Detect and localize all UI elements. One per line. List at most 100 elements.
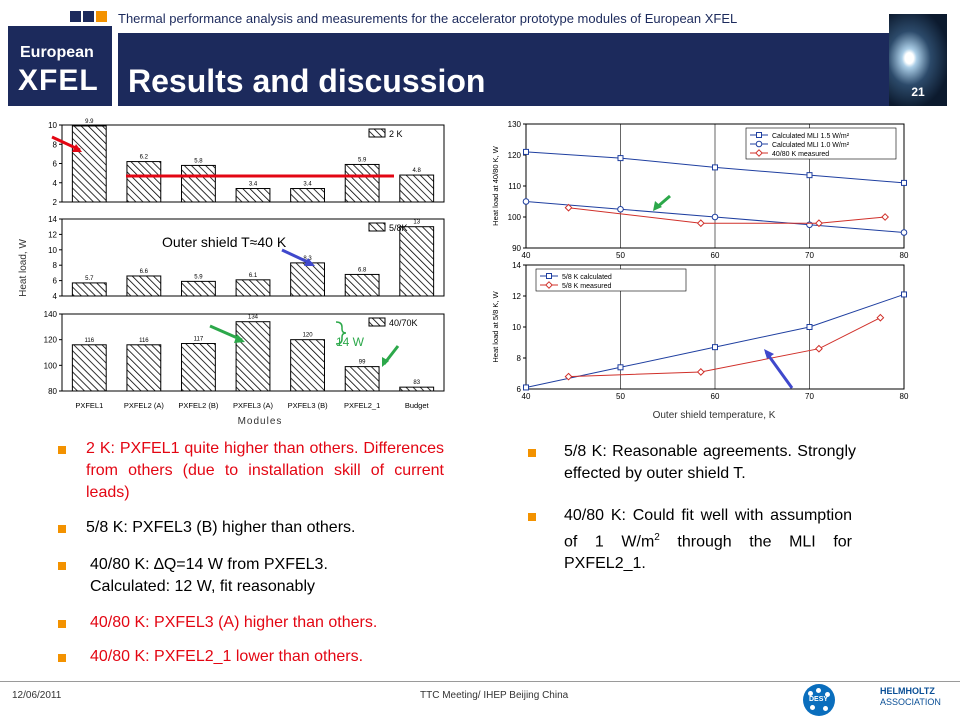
y-tick-label: 12 <box>48 230 57 239</box>
marker-square <box>756 132 762 138</box>
marker-circle <box>522 198 530 205</box>
deco-square <box>70 11 81 22</box>
bar-value-label: 3.4 <box>303 182 312 188</box>
bar-value-label: 116 <box>84 338 94 344</box>
marker-circle <box>617 205 624 213</box>
category-label: PXFEL3 (A) <box>233 401 274 410</box>
bar-panel-0: 2 4 6 8 10 9.9 6.2 5.8 3.4 3.4 5.9 4.8 2 K <box>48 119 445 207</box>
bar <box>235 188 271 203</box>
bullet-marker <box>58 620 66 628</box>
bar <box>290 339 325 392</box>
category-label: PXFEL3 (B) <box>288 401 329 410</box>
marker-diamond <box>755 149 763 157</box>
footer-divider <box>0 681 960 682</box>
bullet-marker <box>58 562 66 570</box>
category-label: PXFEL2 (A) <box>124 401 165 410</box>
legend-label: 2 K <box>389 129 403 139</box>
bar <box>126 275 162 297</box>
y-tick-label: 80 <box>48 387 57 396</box>
logo-text-european: European <box>20 44 94 61</box>
marker-circle <box>711 213 719 221</box>
x-tick-label: 50 <box>616 251 625 260</box>
red-arrow-head <box>72 144 82 152</box>
category-label: PXFEL2 (B) <box>178 401 219 410</box>
y-tick-label: 110 <box>508 182 521 191</box>
marker-circle <box>755 140 763 148</box>
marker-square <box>617 364 624 371</box>
helmholtz-name: HELMHOLTZ <box>880 686 935 696</box>
legend-label: Calculated MLI 1.0 W/m² <box>772 142 850 149</box>
bullet-marker <box>58 446 66 454</box>
y-tick-label: 120 <box>508 151 522 160</box>
bullet-4080k-pxfel21-text: 40/80 K: PXFEL2_1 lower than others. <box>90 648 364 665</box>
bar-panel-2: 80 100 120 140 116 116 117 134 120 99 83 40/70K <box>44 310 445 396</box>
modules-axis-label: Modules <box>238 416 283 427</box>
marker-square <box>712 344 718 351</box>
marker-square <box>523 384 529 391</box>
bar-value-label: 5.8 <box>194 158 203 164</box>
bullet-4080k-right-text: 40/80 K: Could fit well with assumption … <box>564 505 852 575</box>
y-tick-label: 6 <box>53 277 58 286</box>
bar-value-label: 116 <box>139 338 149 344</box>
blue-arrow-head <box>304 258 315 266</box>
y-tick-label: 4 <box>53 179 58 188</box>
desy-logo-text: DESY <box>809 696 829 703</box>
deco-square-orange <box>96 11 107 22</box>
green-arrow-small-head <box>382 357 389 367</box>
line-panel-0: 40 50 60 70 80 90 100 110 120 130 Heat load at 40/… <box>491 120 909 260</box>
brace-mark <box>335 321 347 345</box>
legend-label: 5/8 K measured <box>562 283 612 290</box>
category-labels: PXFEL1 PXFEL2 (A) PXFEL2 (B) PXFEL3 (A) PXFE… <box>75 401 429 410</box>
bar <box>126 161 162 203</box>
y-axis-label: Heat load at 5/8 K, W <box>491 290 500 362</box>
green-arrow-right-head <box>653 201 662 211</box>
bar-value-label: 6.1 <box>249 273 258 279</box>
legend-label: 40/70K <box>389 318 418 328</box>
x-tick-label: 40 <box>522 392 531 401</box>
bar-value-label: 5.9 <box>358 157 367 163</box>
marker-diamond <box>564 372 573 381</box>
talk-title: Thermal performance analysis and measure… <box>118 11 738 26</box>
x-tick-label: 70 <box>805 251 814 260</box>
bullet-58k-right-text: 5/8 K: Reasonable agreements. Strongly e… <box>564 443 856 482</box>
x-tick-label: 40 <box>522 251 531 260</box>
y-tick-label: 8 <box>53 140 58 149</box>
y-tick-label: 4 <box>53 292 58 301</box>
y-tick-label: 2 <box>53 198 58 207</box>
bar <box>181 280 216 297</box>
footer-date: 12/06/2011 <box>12 690 62 701</box>
marker-diamond <box>881 213 890 221</box>
marker-diamond <box>815 344 823 353</box>
delta-text: ∆Q=14 W from PXFEL3. Calculated: 12 W, f… <box>90 556 328 595</box>
marker-square <box>901 291 907 298</box>
x-tick-label: 50 <box>616 392 625 401</box>
marker-square <box>901 179 907 186</box>
legend-swatch <box>368 128 386 138</box>
bar-value-label: 3.4 <box>249 182 258 188</box>
outer-shield-annotation: Outer shield T≈40 K <box>162 234 287 250</box>
xfel-logo: European XFEL <box>8 26 112 106</box>
y-tick-label: 8 <box>53 261 58 270</box>
marker-square <box>806 324 813 330</box>
series-line <box>568 317 881 378</box>
bullet-marker <box>528 513 536 521</box>
bar <box>344 273 380 297</box>
bar <box>126 344 162 392</box>
y-tick-label: 6 <box>53 160 58 169</box>
x-tick-label: 80 <box>900 392 909 401</box>
marker-square <box>617 155 624 162</box>
bullet-marker <box>528 449 536 457</box>
category-label: PXFEL1 <box>75 401 103 410</box>
bar <box>399 386 435 392</box>
legend: Calculated MLI 1.5 W/m² Calculated MLI 1.… <box>745 127 897 160</box>
legend-label: 5/8 K calculated <box>562 274 612 281</box>
bar <box>181 164 216 203</box>
x-tick-label: 60 <box>711 251 720 260</box>
bar-charts-figure: Heat load, W Modules 2 4 6 8 10 9.9 6.2 5.8 3.4 3… <box>18 119 445 427</box>
outer-shield-temp-axis-label: Outer shield temperature, K <box>653 410 776 421</box>
mli-text-b: through the MLI for PXFEL2_1. <box>564 533 852 573</box>
bar <box>235 279 271 297</box>
y-tick-label: 100 <box>508 213 522 222</box>
y-tick-label: 10 <box>512 323 521 332</box>
